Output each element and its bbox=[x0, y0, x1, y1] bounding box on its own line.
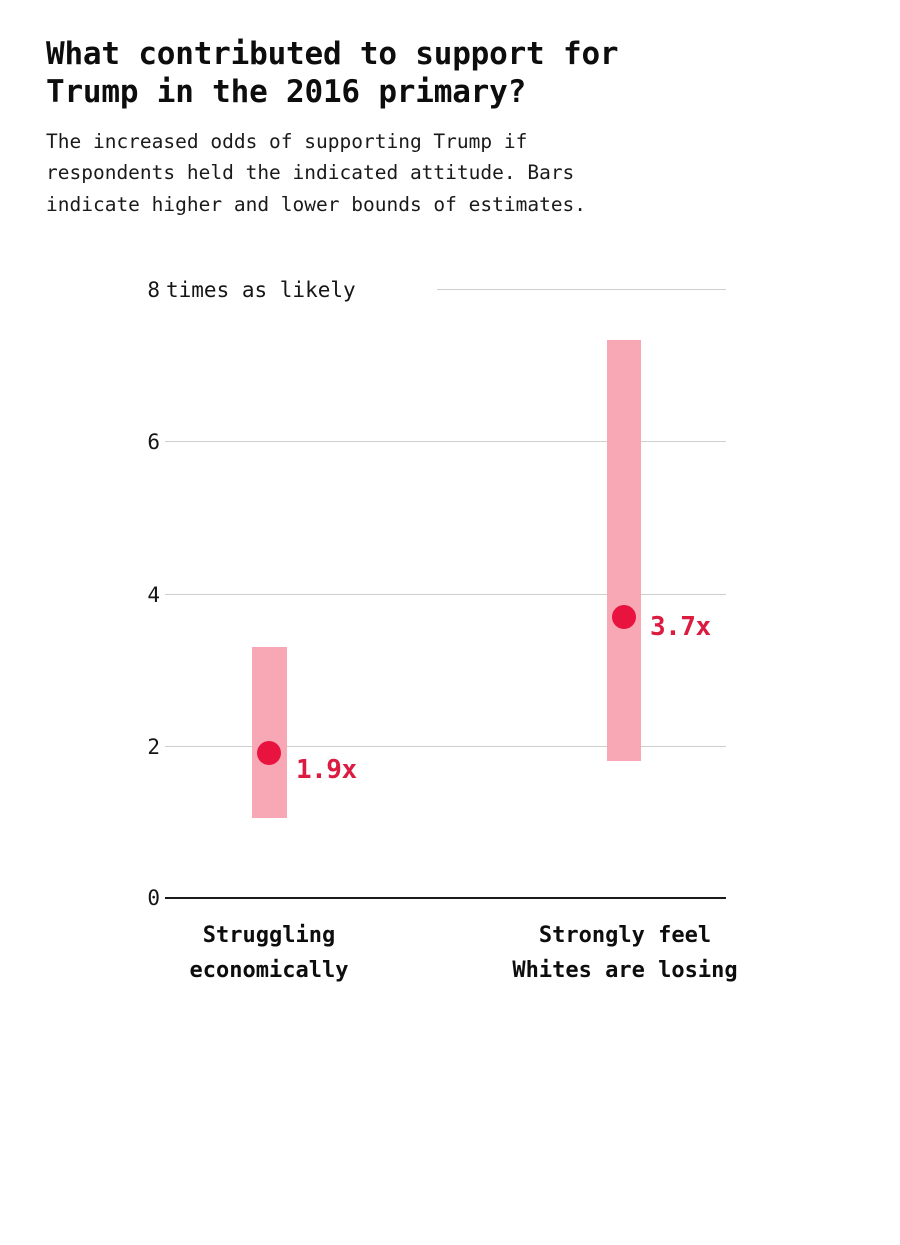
estimate-dot-struggling-economically bbox=[257, 741, 281, 765]
x-category-label-whites-are-losing: Strongly feel Whites are losing bbox=[512, 923, 738, 984]
gridline-4 bbox=[165, 594, 726, 595]
gridline-8 bbox=[437, 289, 726, 290]
estimate-dot-whites-are-losing bbox=[612, 605, 636, 629]
x-axis-line bbox=[165, 897, 726, 899]
y-tick-label-8: 8 bbox=[147, 278, 160, 302]
value-label-struggling-economically: 1.9x bbox=[296, 755, 357, 785]
y-tick-label-6: 6 bbox=[147, 430, 160, 454]
value-label-whites-are-losing: 3.7x bbox=[650, 612, 711, 642]
y-tick-label-2: 2 bbox=[147, 735, 160, 759]
x-category-label-struggling-economically: Struggling economically bbox=[189, 923, 349, 984]
y-tick-label-4: 4 bbox=[147, 583, 160, 607]
chart-header: What contributed to support for Trump in… bbox=[46, 36, 836, 220]
gridline-6 bbox=[165, 441, 726, 442]
gridline-2 bbox=[165, 746, 726, 747]
page-title: What contributed to support for Trump in… bbox=[46, 36, 619, 110]
bar-range-whites-are-losing bbox=[607, 340, 641, 761]
bar-range-struggling-economically bbox=[252, 647, 287, 818]
chart-subtitle: The increased odds of supporting Trump i… bbox=[46, 129, 587, 216]
y-axis-unit-label: times as likely bbox=[166, 278, 356, 302]
y-tick-label-0: 0 bbox=[147, 886, 160, 910]
